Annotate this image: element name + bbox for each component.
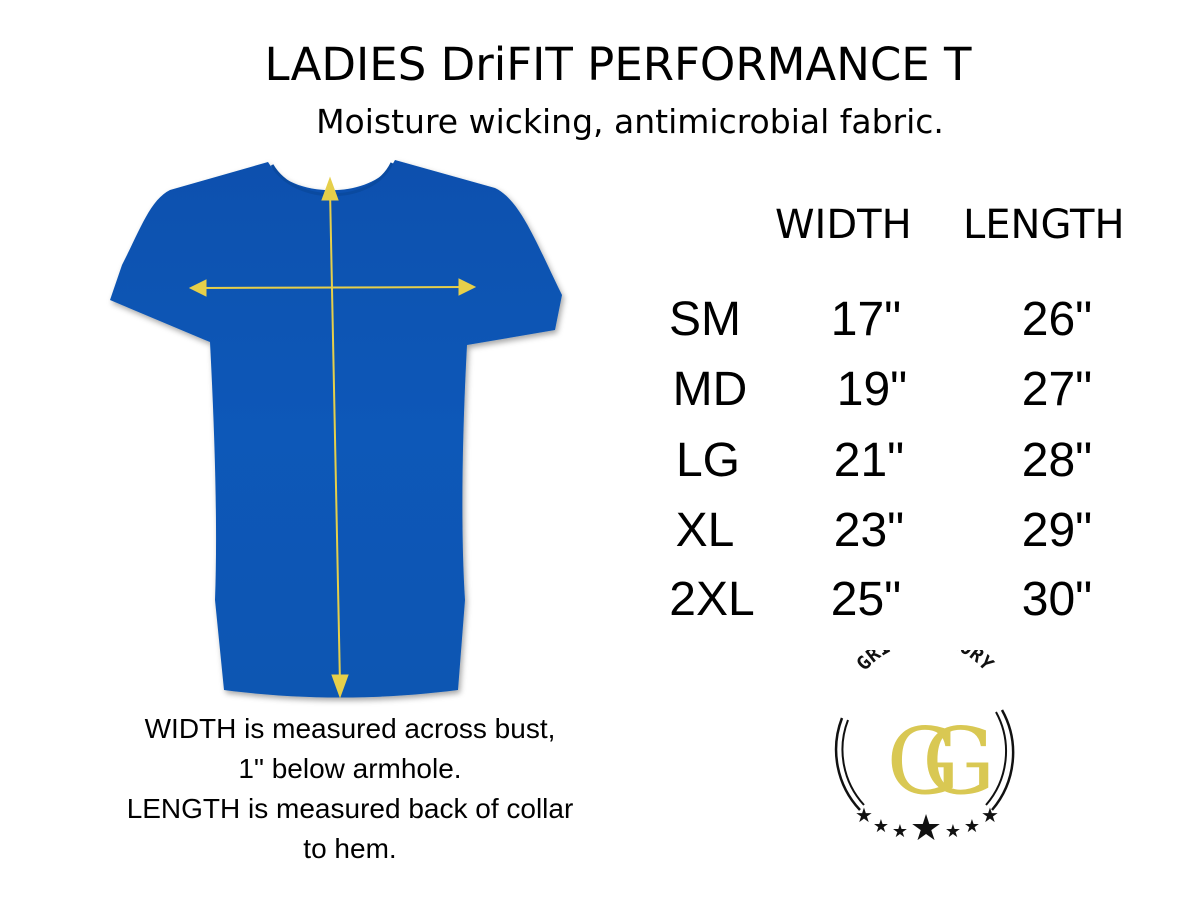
length-value: 26" — [1021, 293, 1093, 346]
width-value: 19" — [836, 363, 908, 416]
width-value: 23" — [833, 504, 905, 557]
shirt-illustration — [110, 160, 562, 699]
length-value: 30" — [1021, 573, 1093, 626]
length-arrow — [321, 176, 349, 699]
size-label: LG — [675, 434, 741, 487]
grit-and-glory-logo: GRIT & GLORY GG ★ ★ ★ ★ ★ ★ ★ — [834, 650, 1020, 849]
length-value: 29" — [1021, 504, 1093, 557]
width-value: 21" — [833, 434, 905, 487]
width-value: 25" — [830, 573, 902, 626]
size-label: MD — [672, 363, 748, 416]
column-header-length: LENGTH — [963, 202, 1125, 248]
svg-text:GRIT & GLORY: GRIT & GLORY — [852, 650, 998, 675]
page-subtitle: Moisture wicking, antimicrobial fabric. — [316, 102, 944, 141]
shirt-body — [110, 160, 562, 698]
svg-text:GG: GG — [887, 708, 989, 815]
caption-line: LENGTH is measured back of collar — [126, 793, 574, 824]
width-value: 17" — [830, 293, 902, 346]
svg-text:★: ★ — [964, 816, 980, 837]
svg-text:★: ★ — [981, 803, 999, 827]
size-label: 2XL — [669, 573, 755, 626]
length-value: 27" — [1021, 363, 1093, 416]
size-label: XL — [675, 504, 735, 557]
svg-text:★: ★ — [873, 816, 889, 837]
caption-line: 1" below armhole. — [238, 753, 462, 784]
caption-line: WIDTH is measured across bust, — [144, 713, 556, 744]
svg-text:★: ★ — [910, 808, 942, 849]
size-label: SM — [669, 293, 741, 346]
length-value: 28" — [1021, 434, 1093, 487]
svg-text:★: ★ — [855, 803, 873, 827]
column-header-width: WIDTH — [775, 202, 912, 248]
caption-line: to hem. — [303, 833, 397, 864]
page-title: LADIES DriFIT PERFORMANCE T — [264, 38, 972, 91]
svg-text:★: ★ — [945, 821, 961, 842]
svg-text:★: ★ — [892, 821, 908, 842]
